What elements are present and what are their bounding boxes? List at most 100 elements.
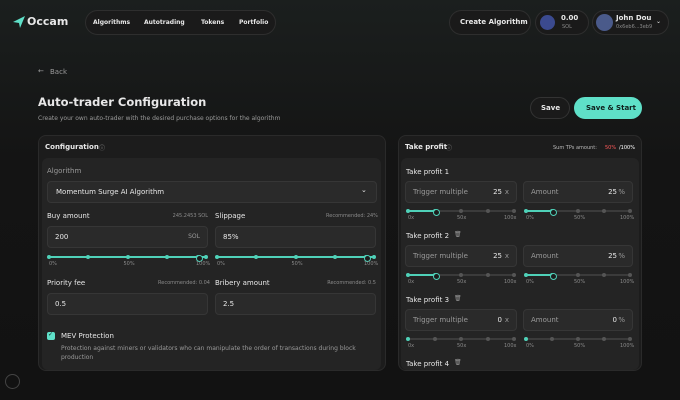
field-value: 2.5	[223, 300, 235, 308]
slider-label: 50x	[457, 279, 467, 285]
field-label: Priority fee	[47, 279, 86, 287]
amount-unit: %	[618, 316, 625, 324]
slider-label: 100x	[504, 343, 517, 349]
field-value: 0.5	[55, 300, 67, 308]
slider-dot	[459, 209, 463, 213]
trigger-unit: x	[504, 316, 509, 324]
mev-checkbox[interactable]	[47, 332, 55, 340]
trash-icon[interactable]: 🗑	[454, 231, 462, 238]
amount-label: Amount	[531, 252, 559, 260]
take-profit-label: Take profit 4	[406, 360, 450, 368]
user-menu[interactable]: John Dou 0x6eb6...3eb9 ⌄	[592, 10, 669, 35]
slider-dot	[512, 273, 516, 277]
page-title: Auto-trader Configuration	[38, 95, 207, 109]
slider-knob	[550, 208, 557, 216]
slider-dot	[524, 209, 528, 213]
slider-fill	[408, 274, 435, 276]
check-mark: ✓	[48, 331, 54, 338]
slider-dot	[125, 255, 130, 259]
amount-input[interactable]: Amount 0%	[523, 309, 633, 331]
slider-dot	[576, 209, 580, 213]
field-input[interactable]: 200 SOL	[47, 226, 208, 248]
trigger-input[interactable]: Trigger multiple 0 x	[405, 309, 517, 331]
logo-text[interactable]: Occam	[27, 15, 69, 28]
trash-icon[interactable]: 🗑	[454, 359, 462, 366]
amount-unit: %	[618, 252, 625, 260]
trash-icon[interactable]: 🗑	[454, 295, 462, 302]
trigger-input[interactable]: Trigger multiple 25 x	[405, 181, 517, 203]
slider-dot	[485, 209, 490, 213]
back-arrow: ←	[38, 67, 44, 75]
algorithm-value: Momentum Surge AI Algorithm	[56, 188, 165, 196]
slider-label: 0x	[408, 343, 415, 349]
nav-link[interactable]: Algorithms	[93, 19, 131, 26]
slider-dot	[47, 255, 51, 259]
take-profit-label: Take profit 1	[406, 168, 450, 176]
slider-label: 100x	[504, 215, 517, 221]
amount-label: Amount	[531, 316, 559, 324]
field-hint: Recommended: 0.5	[327, 280, 376, 286]
chart-toggle[interactable]	[5, 374, 20, 389]
slider-dot	[512, 337, 516, 341]
field-input[interactable]: 2.5	[215, 293, 376, 315]
field-hint: Recommended: 24%	[326, 213, 378, 219]
back-link[interactable]: Back	[50, 68, 67, 76]
save-button[interactable]: Save	[530, 97, 570, 119]
balance[interactable]: 0.00 SOL	[535, 10, 589, 35]
algorithm-select[interactable]: Momentum Surge AI Algorithm ⌄	[47, 181, 377, 203]
slider-dot	[215, 255, 219, 259]
slider-label: 50%	[123, 261, 135, 267]
balance-value: 0.00	[561, 14, 579, 22]
slider-label: 100%	[620, 343, 635, 349]
field-input[interactable]: 0.5	[47, 293, 208, 315]
slider-dot	[524, 273, 528, 277]
trigger-label: Trigger multiple	[413, 316, 468, 324]
take-profit-label: Take profit 3	[406, 296, 450, 304]
field-hint: Recommended: 0.04	[158, 280, 210, 286]
slider-dot	[576, 273, 580, 277]
slider-dot	[406, 209, 410, 213]
slider-fill	[408, 210, 435, 212]
create-button[interactable]: Create Algorithm	[449, 10, 531, 35]
nav-link[interactable]: Tokens	[201, 19, 225, 26]
slider-label: 50x	[457, 343, 467, 349]
field-value: 200	[55, 233, 69, 241]
user-address: 0x6eb6...3eb9	[616, 24, 653, 30]
trigger-label: Trigger multiple	[413, 252, 468, 260]
trigger-value: 25	[493, 252, 502, 260]
slider-dot	[293, 255, 298, 259]
slider-dot	[332, 255, 337, 259]
slider-dot	[602, 337, 606, 341]
slider-dot	[485, 337, 490, 341]
nav-link[interactable]: Portfolio	[239, 19, 269, 26]
field-input[interactable]: 85%	[215, 226, 376, 248]
trigger-input[interactable]: Trigger multiple 25 x	[405, 245, 517, 267]
slider-label: 0%	[526, 215, 534, 221]
amount-input[interactable]: Amount 25%	[523, 245, 633, 267]
slider-fill	[526, 274, 552, 276]
sol-icon	[540, 15, 555, 30]
field-hint: 245.2453 SOL	[172, 213, 208, 219]
info-icon: ⓘ	[446, 145, 453, 152]
balance-unit: SOL	[562, 24, 572, 30]
slider-label: 100%	[620, 215, 635, 221]
slider-knob	[364, 254, 372, 262]
mev-description: Protection against miners or validators …	[61, 345, 356, 361]
save-start-button[interactable]: Save & Start	[574, 97, 642, 119]
field-label: Slippage	[215, 212, 246, 220]
create-label: Create Algorithm	[460, 18, 528, 26]
nav-bar	[85, 10, 276, 35]
slider-label: 50%	[574, 215, 586, 221]
slider-label: 100%	[196, 261, 211, 267]
logo-icon	[13, 16, 25, 28]
field-unit: SOL	[188, 233, 200, 240]
slider-knob	[432, 208, 440, 216]
slider-dot	[459, 337, 463, 341]
field-label: Bribery amount	[215, 279, 270, 287]
amount-input[interactable]: Amount 25%	[523, 181, 633, 203]
slider-dot	[550, 337, 554, 341]
save-start-label: Save & Start	[586, 104, 636, 112]
slider-label: 100%	[364, 261, 379, 267]
nav-link[interactable]: Autotrading	[144, 19, 185, 26]
